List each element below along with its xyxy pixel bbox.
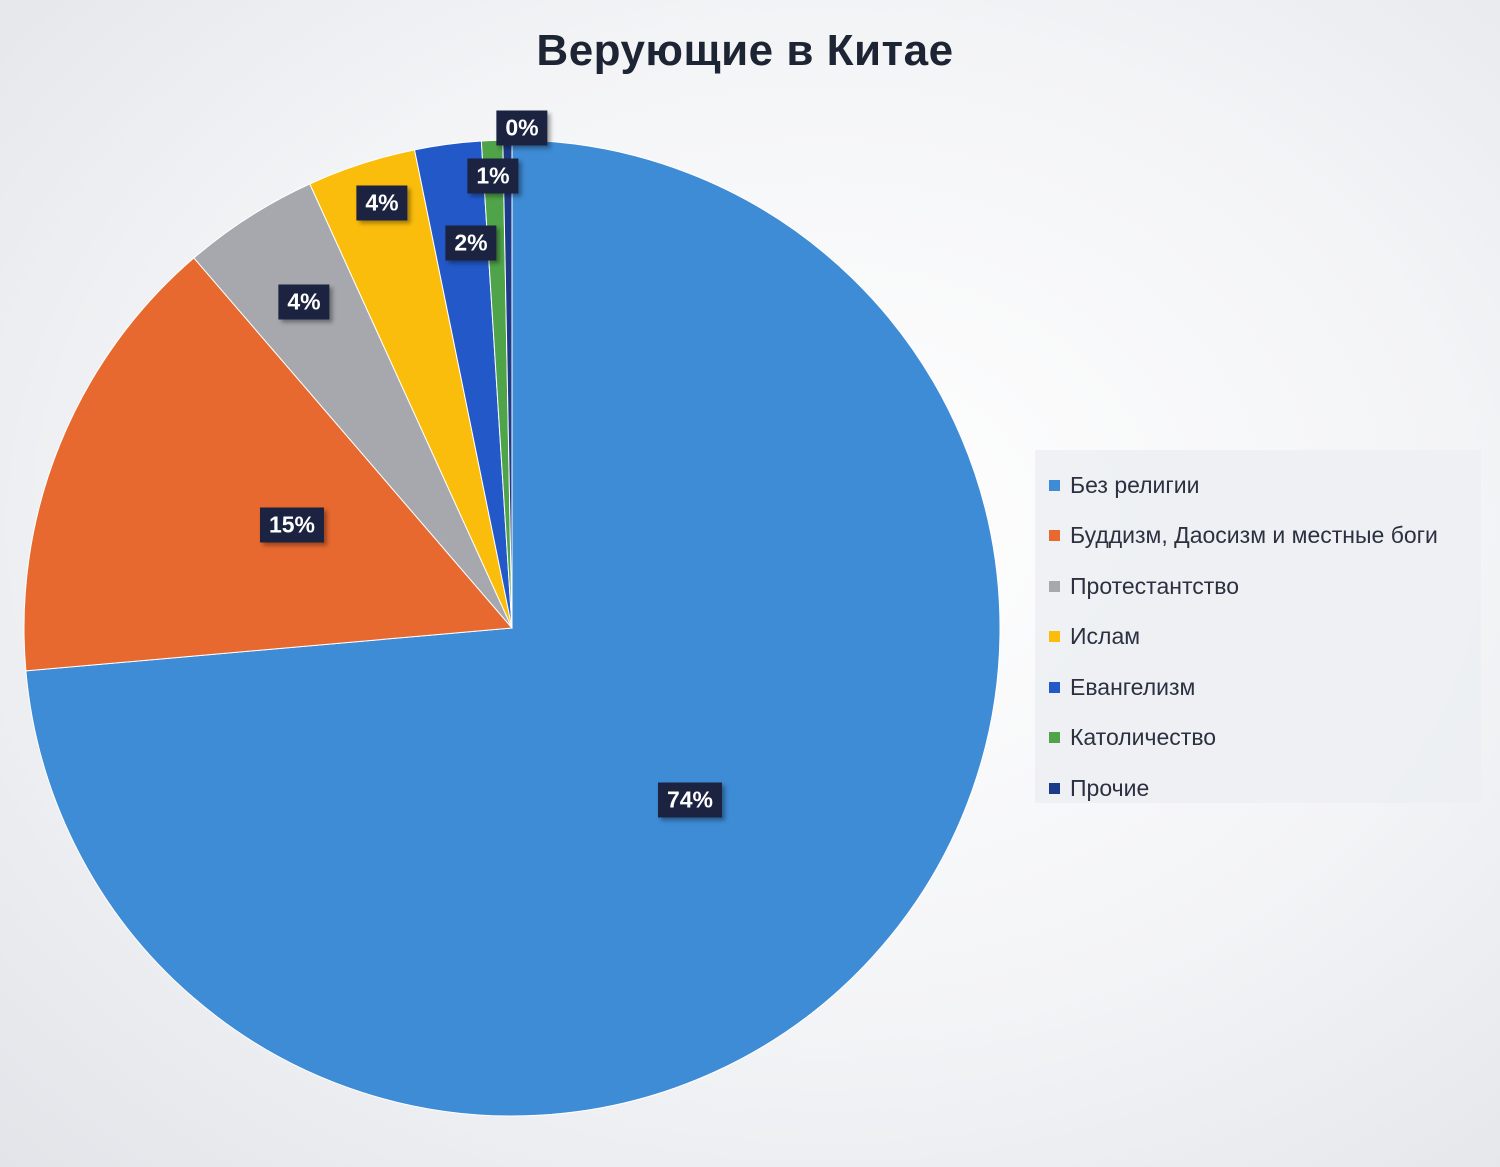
- legend-item: Протестантство: [1049, 561, 1481, 612]
- legend-item: Без религии: [1049, 460, 1481, 511]
- pie-slice: [25, 139, 1001, 1117]
- legend-item: Католичество: [1049, 713, 1481, 764]
- legend-swatch: [1049, 530, 1060, 542]
- chart-title: Верующие в Китае: [536, 26, 954, 75]
- legend-label: Ислам: [1070, 623, 1141, 650]
- legend-swatch: [1049, 580, 1060, 592]
- legend-label: Прочие: [1070, 774, 1150, 801]
- legend-label: Католичество: [1070, 724, 1217, 751]
- legend-label: Без религии: [1070, 471, 1200, 498]
- legend-label: Евангелизм: [1070, 673, 1196, 700]
- legend-swatch: [1049, 732, 1060, 744]
- legend-swatch: [1049, 479, 1060, 491]
- slice-label: 74%: [657, 782, 723, 818]
- slice-label: 0%: [496, 110, 548, 146]
- legend-label: Буддизм, Даосизм и местные боги: [1070, 522, 1438, 549]
- legend-item: Буддизм, Даосизм и местные боги: [1049, 511, 1481, 562]
- legend: Без религии Буддизм, Даосизм и местные бо…: [1035, 450, 1481, 803]
- legend-item: Евангелизм: [1049, 662, 1481, 713]
- slice-label: 4%: [356, 185, 408, 221]
- legend-swatch: [1049, 631, 1060, 643]
- slice-label: 15%: [259, 507, 325, 543]
- slice-label: 1%: [467, 158, 519, 194]
- legend-label: Протестантство: [1070, 572, 1240, 599]
- legend-swatch: [1049, 681, 1060, 693]
- slice-label: 4%: [278, 284, 330, 320]
- legend-item: Ислам: [1049, 612, 1481, 663]
- legend-swatch: [1049, 782, 1060, 794]
- slice-label: 2%: [445, 225, 497, 261]
- legend-item: Прочие: [1049, 763, 1481, 814]
- pie-slice: [23, 257, 514, 672]
